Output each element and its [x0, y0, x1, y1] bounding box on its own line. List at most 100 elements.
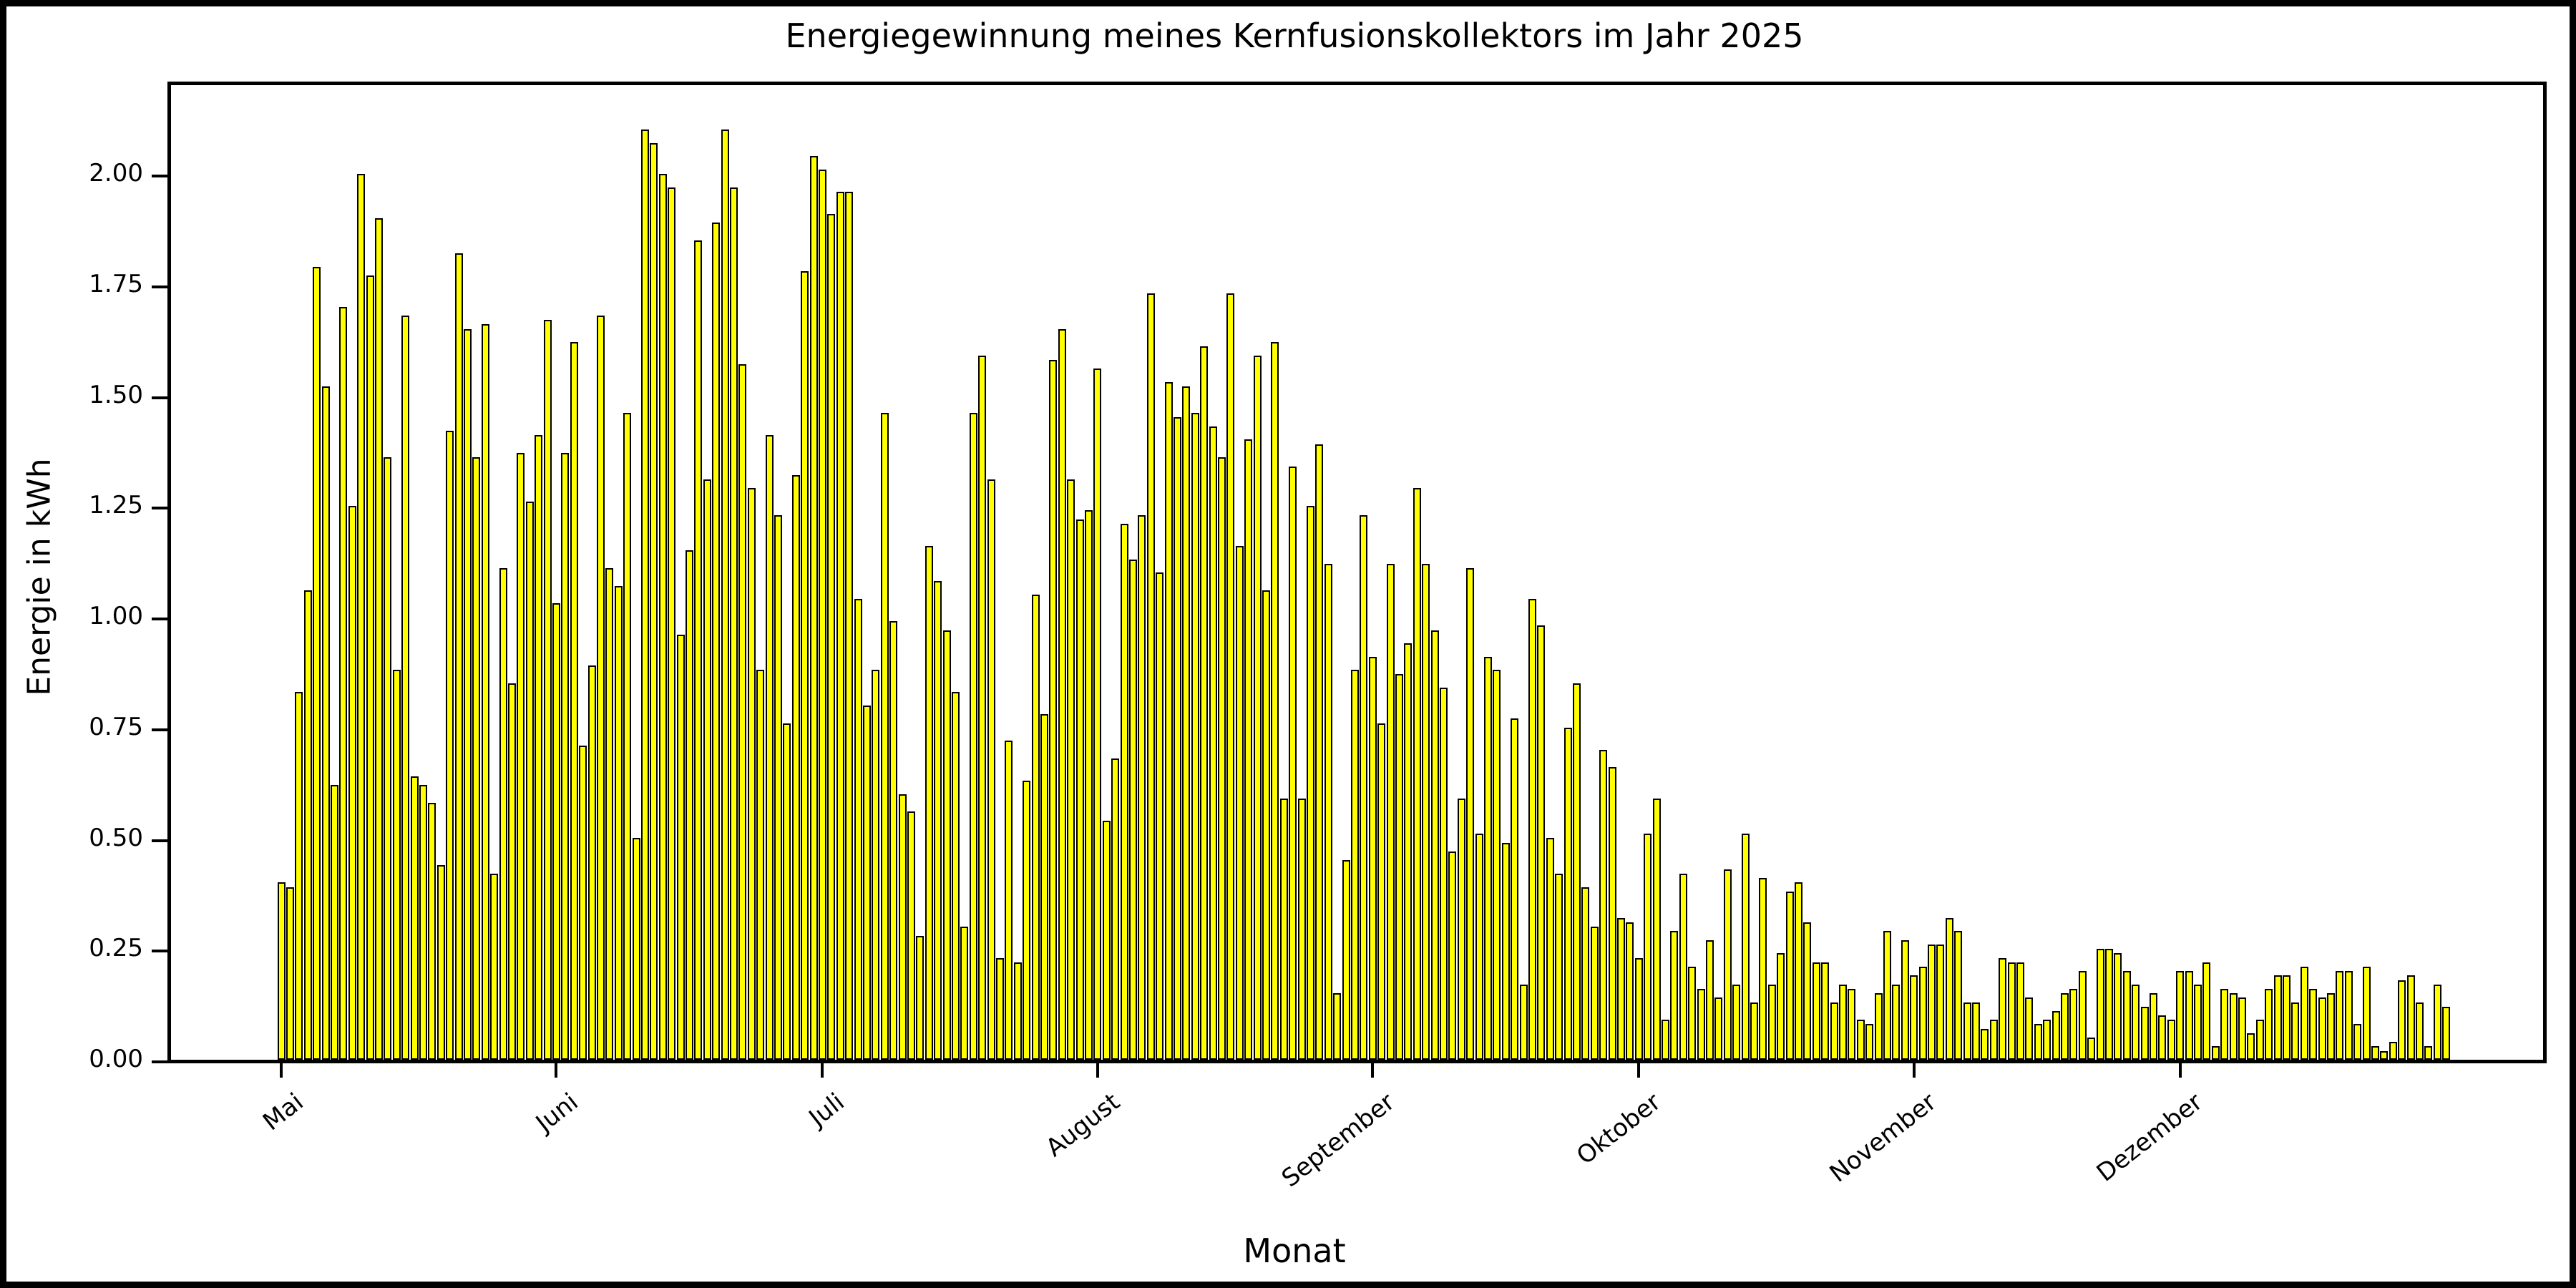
bar — [1146, 293, 1155, 1060]
bar — [614, 586, 623, 1060]
bar — [277, 882, 286, 1060]
bar — [1971, 1002, 1980, 1060]
bar — [357, 174, 366, 1060]
bar — [2247, 1033, 2255, 1060]
bar — [1999, 958, 2007, 1060]
bar — [330, 785, 338, 1060]
bar — [321, 386, 330, 1060]
y-tick-mark — [152, 396, 167, 399]
bar — [1023, 781, 1031, 1060]
bar — [640, 130, 649, 1060]
bar — [1279, 799, 1288, 1060]
bar — [924, 546, 933, 1060]
bar — [747, 488, 756, 1060]
bar — [436, 865, 445, 1060]
y-tick-label-1.75: 1.75 — [89, 269, 143, 298]
bar — [1830, 1002, 1838, 1060]
bar — [1075, 519, 1084, 1060]
x-tick-mark-juli — [821, 1062, 824, 1078]
bar — [1360, 515, 1368, 1060]
bar — [2371, 1046, 2379, 1060]
bar — [1874, 993, 1883, 1060]
bar — [783, 723, 791, 1060]
bar — [1466, 568, 1475, 1060]
y-tick-label-1.25: 1.25 — [89, 491, 143, 520]
bar — [1785, 892, 1794, 1060]
bar — [676, 635, 685, 1060]
bar — [978, 356, 987, 1060]
bar — [1590, 927, 1599, 1060]
bar — [1927, 945, 1936, 1060]
bar — [525, 502, 534, 1060]
bar — [303, 590, 312, 1060]
bar — [951, 692, 960, 1060]
x-axis-label: Monat — [1243, 1231, 1346, 1270]
bar — [1705, 940, 1714, 1060]
bar — [2202, 962, 2211, 1060]
bar — [1164, 382, 1173, 1060]
bar — [1652, 799, 1661, 1060]
bar — [596, 316, 605, 1060]
bar — [1262, 590, 1270, 1060]
bar — [1732, 985, 1741, 1060]
bar — [1945, 918, 1953, 1060]
bar — [1608, 767, 1616, 1060]
bar — [313, 267, 321, 1060]
y-tick-label-1.00: 1.00 — [89, 602, 143, 630]
bar — [1803, 922, 1812, 1060]
bar — [2406, 975, 2415, 1060]
bar — [2336, 971, 2344, 1060]
bar — [499, 568, 507, 1060]
bar — [801, 271, 809, 1060]
bar — [765, 435, 774, 1060]
bar — [1377, 723, 1386, 1060]
bar — [2353, 1024, 2362, 1060]
bar — [1981, 1029, 1989, 1060]
bar — [712, 223, 721, 1060]
bar — [1297, 799, 1306, 1060]
bar — [827, 214, 836, 1060]
bar — [969, 413, 977, 1060]
bar — [1901, 940, 1909, 1060]
bar — [2229, 993, 2238, 1060]
bar — [1483, 657, 1492, 1060]
bar — [1404, 643, 1413, 1060]
bar — [1173, 417, 1181, 1060]
bar — [862, 706, 871, 1060]
bar — [463, 329, 472, 1060]
y-tick-label-2.00: 2.00 — [89, 159, 143, 187]
bar — [2034, 1024, 2042, 1060]
bar — [2238, 997, 2246, 1060]
bar — [2016, 962, 2024, 1060]
bar — [1741, 834, 1750, 1060]
bar — [2051, 1011, 2060, 1060]
bar — [1670, 931, 1679, 1060]
bar — [2149, 993, 2157, 1060]
bar — [1892, 985, 1901, 1060]
bar — [2078, 971, 2087, 1060]
bar — [2398, 980, 2406, 1060]
bar — [1546, 838, 1554, 1060]
x-tick-mark-oktober — [1637, 1062, 1641, 1078]
bar — [632, 838, 640, 1060]
bar — [2043, 1020, 2051, 1060]
bar — [1244, 439, 1253, 1060]
bar — [1910, 975, 1918, 1060]
bar — [738, 364, 747, 1060]
bar — [1812, 962, 1820, 1060]
bar — [1750, 1002, 1758, 1060]
y-tick-mark — [152, 175, 167, 177]
bar — [374, 218, 383, 1060]
bar — [1271, 342, 1279, 1060]
bar — [694, 240, 703, 1060]
bar — [1936, 945, 1945, 1060]
bar — [2025, 997, 2034, 1060]
bar — [1918, 967, 1927, 1060]
bar — [1182, 386, 1191, 1060]
bar — [1777, 953, 1785, 1060]
bar — [2167, 1020, 2175, 1060]
bar — [2318, 997, 2326, 1060]
y-tick-label-0.75: 0.75 — [89, 712, 143, 741]
bar — [1324, 564, 1332, 1060]
bar — [2185, 971, 2193, 1060]
